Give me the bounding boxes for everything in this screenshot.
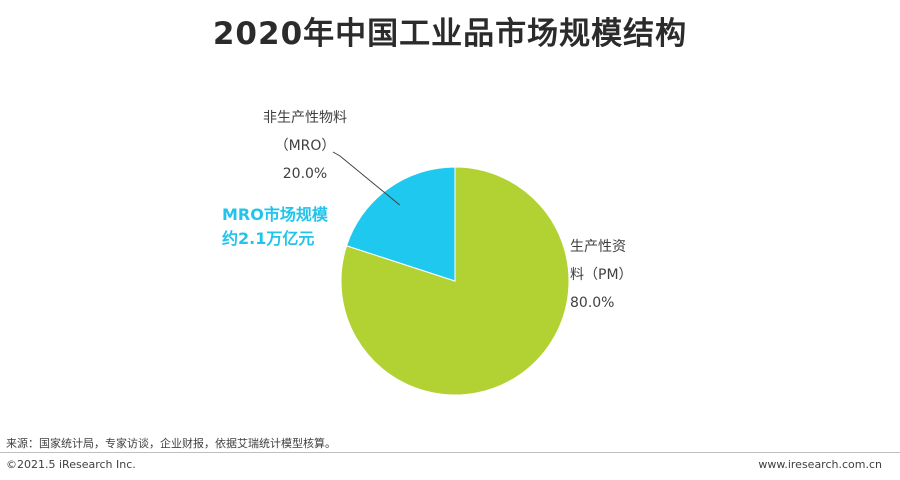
mro-label-value: 20.0%	[282, 166, 328, 182]
source-note: 来源：国家统计局，专家访谈，企业财报，依据艾瑞统计模型核算。	[6, 437, 336, 450]
pm-slice-label: 生产性资 料（PM） 80.0%	[570, 233, 690, 317]
website-url: www.iresearch.com.cn	[758, 458, 882, 471]
mro-label-abbr: （MRO）	[274, 138, 336, 154]
pm-label-abbr: 料（PM）	[570, 267, 633, 283]
pm-label-name: 生产性资	[570, 239, 626, 255]
mro-slice-label: 非生产性物料 （MRO） 20.0%	[255, 104, 355, 188]
callout-line-2: 约2.1万亿元	[222, 229, 315, 248]
mro-leader-line	[332, 151, 401, 206]
copyright: ©2021.5 iResearch Inc.	[6, 458, 136, 471]
pie-slice-mro	[345, 166, 456, 282]
callout-line-1: MRO市场规模	[222, 205, 328, 224]
footer-divider	[0, 452, 900, 453]
mro-market-size-callout: MRO市场规模 约2.1万亿元	[222, 203, 342, 251]
mro-label-name: 非生产性物料	[263, 110, 347, 126]
pie-slice-pm	[340, 166, 570, 396]
pm-label-value: 80.0%	[570, 295, 615, 311]
chart-title: 2020年中国工业品市场规模结构	[212, 16, 688, 52]
